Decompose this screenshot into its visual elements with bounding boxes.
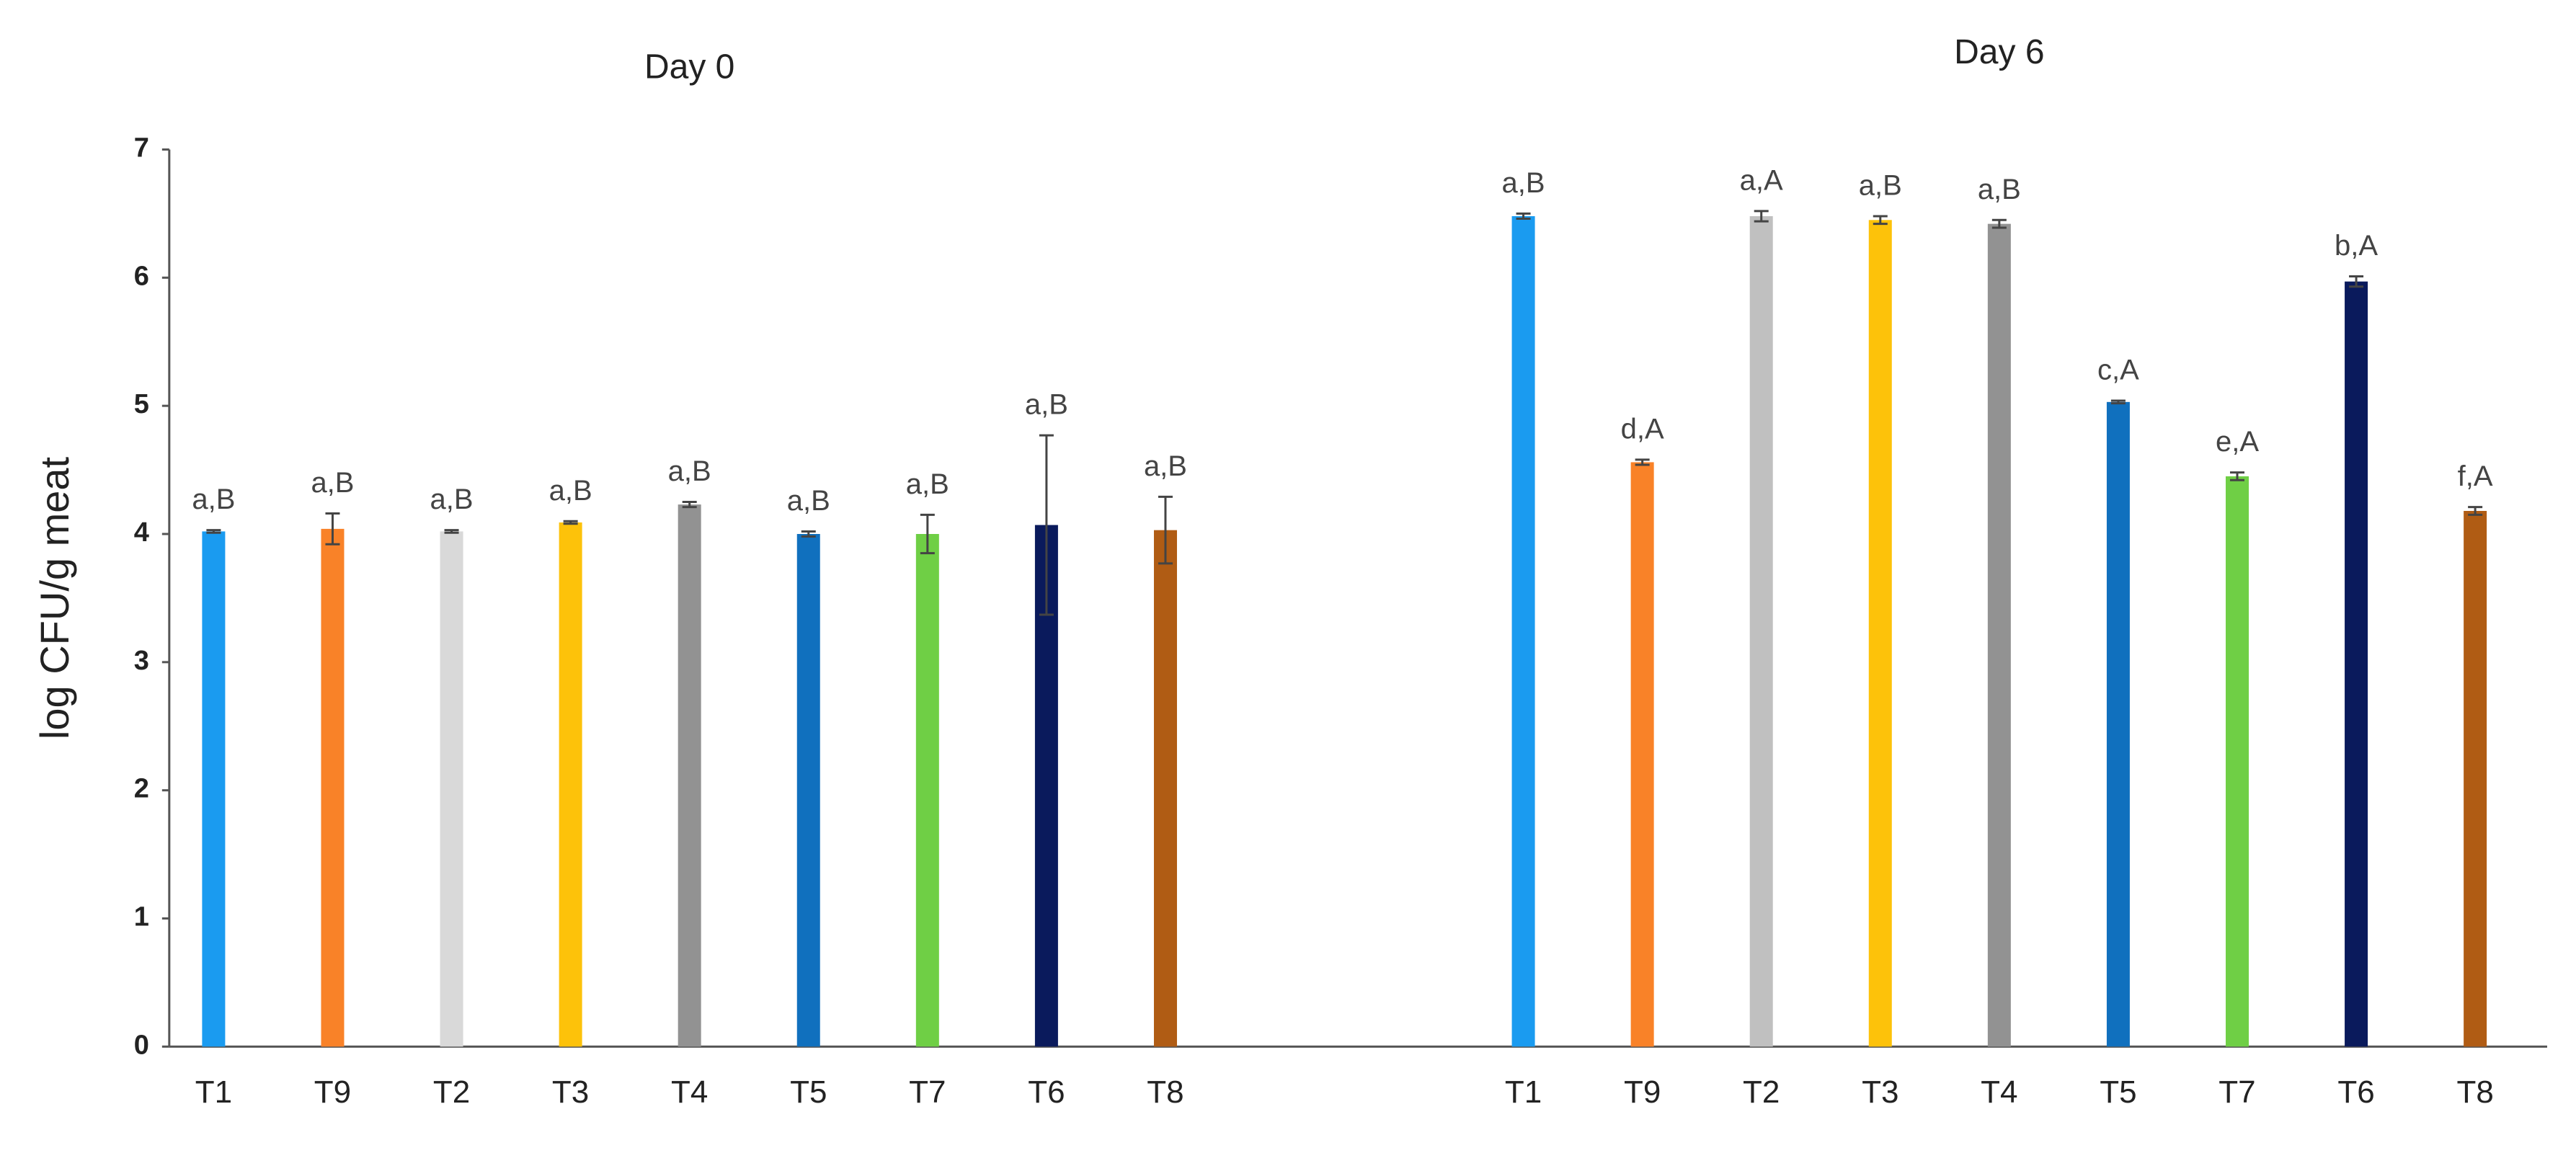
x-tick-label: T5 [2100, 1074, 2136, 1110]
x-tick-label: T8 [2456, 1074, 2493, 1110]
significance-label: a,B [668, 455, 711, 487]
bar [1630, 462, 1654, 1047]
x-tick-label: T2 [433, 1074, 470, 1110]
bar [915, 534, 939, 1047]
bar [796, 534, 820, 1047]
significance-label: a,B [906, 468, 949, 500]
bar [1987, 223, 2011, 1047]
y-tick-label: 6 [134, 261, 149, 291]
group-title: Day 0 [644, 48, 734, 86]
bar [321, 528, 345, 1047]
significance-label: b,A [2335, 230, 2378, 262]
y-tick-label: 1 [134, 902, 149, 932]
bar [2464, 510, 2487, 1047]
group-title: Day 6 [1954, 33, 2044, 71]
y-tick-label: 7 [134, 133, 149, 164]
bar [1749, 215, 1773, 1047]
bar [559, 522, 582, 1047]
y-axis-label: log CFU/g meat [32, 456, 77, 739]
x-tick-label: T1 [1505, 1074, 1542, 1110]
significance-label: a,A [1740, 164, 1783, 196]
significance-label: a,B [787, 485, 830, 517]
x-tick-label: T9 [1624, 1074, 1661, 1110]
significance-label: a,B [1859, 170, 1902, 202]
significance-label: d,A [1621, 413, 1664, 445]
x-tick-label: T3 [1862, 1074, 1898, 1110]
significance-label: a,B [1978, 174, 2021, 205]
x-tick-label: T4 [671, 1074, 708, 1110]
significance-label: a,B [430, 484, 474, 515]
bar [1868, 220, 1892, 1047]
x-tick-label: T7 [2219, 1074, 2255, 1110]
x-tick-label: T3 [552, 1074, 589, 1110]
bar [2225, 476, 2249, 1047]
significance-label: e,A [2216, 426, 2259, 458]
significance-label: a,B [311, 467, 354, 499]
y-tick-label: 4 [134, 517, 149, 548]
x-tick-label: T7 [909, 1074, 946, 1110]
y-tick-label: 5 [134, 389, 149, 419]
significance-label: f,A [2458, 460, 2493, 492]
significance-label: a,B [549, 475, 592, 507]
significance-label: a,B [1144, 450, 1187, 482]
bar [1511, 215, 1535, 1047]
x-tick-label: T6 [1028, 1074, 1065, 1110]
x-tick-label: T4 [1981, 1074, 2017, 1110]
significance-label: a,B [1502, 167, 1545, 199]
y-tick-label: 2 [134, 774, 149, 804]
y-tick-label: 0 [134, 1030, 149, 1060]
bar [2345, 281, 2368, 1047]
bar [202, 531, 226, 1047]
significance-label: a,B [1025, 389, 1068, 421]
y-tick-label: 3 [134, 646, 149, 676]
significance-label: c,A [2097, 355, 2139, 386]
x-tick-label: T6 [2337, 1074, 2374, 1110]
significance-label: a,B [192, 484, 235, 515]
x-tick-label: T5 [790, 1074, 827, 1110]
bar [678, 504, 701, 1047]
x-tick-label: T1 [195, 1074, 232, 1110]
x-tick-label: T9 [314, 1074, 351, 1110]
bar [1153, 530, 1177, 1047]
bar [440, 531, 463, 1047]
bar [2106, 401, 2130, 1047]
x-tick-label: T2 [1743, 1074, 1780, 1110]
x-tick-label: T8 [1147, 1074, 1183, 1110]
